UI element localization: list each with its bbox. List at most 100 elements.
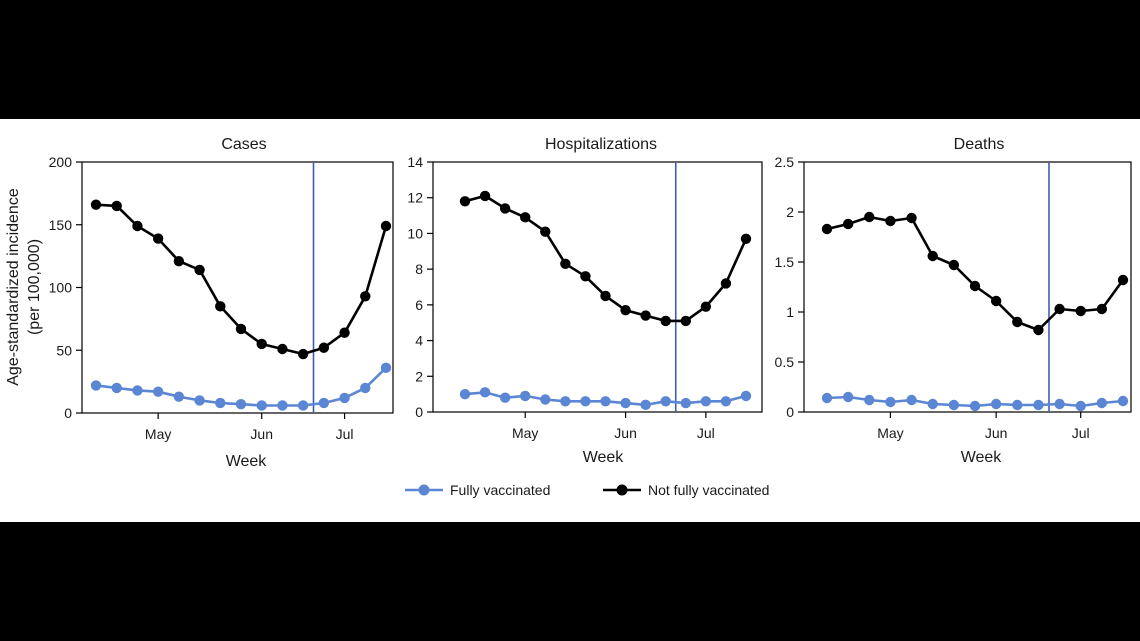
hospitalizations-not-fully-vaccinated-point [700,301,712,312]
legend-fully-vaccinated-marker [418,484,430,496]
hospitalizations-y-tick-label: 2 [415,368,423,384]
hospitalizations-x-axis-label: Week [583,449,625,466]
deaths-not-fully-vaccinated-point [1075,305,1086,317]
hospitalizations-y-tick-label: 12 [407,190,423,206]
cases-fully-vaccinated-point [132,385,143,396]
cases-fully-vaccinated-point [256,400,267,411]
deaths-x-tick-label: May [877,425,903,441]
cases-fully-vaccinated-point [318,397,330,409]
hospitalizations-title: Hospitalizations [545,136,657,153]
cases-plot-frame [81,161,394,414]
hospitalizations-not-fully-vaccinated-point [680,315,691,327]
cases-x-tick-label: Jun [250,426,273,442]
cases-fully-vaccinated-point [277,400,288,411]
cases-not-fully-vaccinated-point [132,220,143,232]
cases-x-tick-label: May [145,426,171,442]
deaths-y-tick-label: 0.5 [775,354,795,370]
cases-not-fully-vaccinated-point [194,264,205,276]
deaths-fully-vaccinated-point [969,400,981,412]
hospitalizations-y-tick-label: 8 [415,261,423,277]
deaths-fully-vaccinated-point [927,398,938,410]
cases-y-tick-label: 100 [49,280,73,296]
cases-title: Cases [221,136,266,153]
cases-not-fully-vaccinated-point [297,348,309,360]
hospitalizations-fully-vaccinated-point [499,392,511,403]
hospitalizations-fully-vaccinated-point [560,396,571,407]
deaths-fully-vaccinated-point [990,398,1002,410]
cases-not-fully-vaccinated-point [173,255,185,267]
deaths-fully-vaccinated-point [906,394,917,406]
cases-not-fully-vaccinated-point [318,342,330,353]
deaths-not-fully-vaccinated-point [990,295,1002,307]
hospitalizations-not-fully-vaccinated-point [640,310,651,321]
hospitalizations-not-fully-vaccinated-point [459,196,471,207]
deaths-title: Deaths [954,136,1005,153]
hospitalizations-not-fully-vaccinated-point [600,290,611,302]
cases-not-fully-vaccinated-point [152,233,164,244]
cases-not-fully-vaccinated-point [111,200,122,212]
legend-fully-vaccinated-label: Fully vaccinated [450,482,550,498]
cases-fully-vaccinated-point [360,382,371,394]
deaths-x-tick-label: Jun [985,425,1008,441]
cases-not-fully-vaccinated-point [235,323,247,335]
hospitalizations-x-tick-label: Jul [697,425,715,441]
hospitalizations-fully-vaccinated-point [520,390,531,402]
hospitalizations-not-fully-vaccinated-point [520,212,531,223]
cases-fully-vaccinated-point [297,400,309,411]
cases-fully-vaccinated-point [235,399,247,410]
deaths-fully-vaccinated-point [948,399,960,411]
cases-not-fully-vaccinated-point [339,327,350,338]
cases-y-tick-label: 150 [49,217,73,233]
cases-fully-vaccinated-point [152,386,164,397]
hospitalizations-not-fully-vaccinated-point [560,258,571,269]
deaths-fully-vaccinated-point [1117,395,1129,407]
hospitalizations-y-tick-label: 4 [415,333,423,349]
hospitalizations-fully-vaccinated-point [720,396,732,407]
deaths-x-tick-label: Jul [1072,425,1090,441]
cases-fully-vaccinated-point [339,392,350,404]
y-axis-label-line2: (per 100,000) [26,239,43,335]
cases-not-fully-vaccinated-point [277,343,288,355]
deaths-not-fully-vaccinated-point [948,259,960,271]
deaths-y-tick-label: 1 [786,304,794,320]
hospitalizations-y-tick-label: 14 [407,154,423,170]
cases-fully-vaccinated-point [194,395,205,406]
hospitalizations-x-tick-label: Jun [614,425,637,441]
cases-not-fully-vaccinated-point [215,301,226,312]
hospitalizations-fully-vaccinated-point [620,397,631,409]
deaths-fully-vaccinated-point [1033,399,1044,411]
cases-y-tick-label: 0 [64,405,72,421]
deaths-fully-vaccinated-point [1096,397,1108,409]
hospitalizations-not-fully-vaccinated-point [660,315,671,327]
legend-not-fully-vaccinated-label: Not fully vaccinated [648,482,769,498]
hospitalizations-fully-vaccinated-point [459,388,471,400]
cases-not-fully-vaccinated-point [90,199,102,210]
deaths-not-fully-vaccinated-point [1096,303,1108,315]
hospitalizations-fully-vaccinated-point [540,394,551,405]
hospitalizations-fully-vaccinated-point [700,396,712,407]
hospitalizations-not-fully-vaccinated-point [720,278,732,289]
hospitalizations-plot-frame [432,161,763,413]
cases-fully-vaccinated-point [90,380,102,391]
deaths-not-fully-vaccinated-point [1117,274,1129,286]
deaths-y-tick-label: 0 [786,404,794,420]
cases-y-tick-label: 200 [49,154,73,170]
hospitalizations-fully-vaccinated-point [580,396,591,407]
hospitalizations-fully-vaccinated-point [479,387,491,398]
cases-fully-vaccinated-point [380,362,392,374]
deaths-not-fully-vaccinated-point [885,215,896,227]
hospitalizations-fully-vaccinated-point [640,399,651,411]
deaths-fully-vaccinated-point [864,394,875,406]
deaths-fully-vaccinated-point [821,392,833,404]
hospitalizations-not-fully-vaccinated-point [740,233,752,244]
deaths-not-fully-vaccinated-point [1054,303,1065,315]
hospitalizations-fully-vaccinated-point [680,397,691,409]
cases-y-tick-label: 50 [56,342,72,358]
deaths-x-axis-label: Week [961,449,1003,466]
deaths-not-fully-vaccinated-point [906,212,917,224]
cases-fully-vaccinated-point [173,391,185,402]
y-axis-label-line1: Age-standardized incidence [5,188,22,386]
cases-fully-vaccinated-point [111,382,122,394]
deaths-not-fully-vaccinated-point [1033,324,1044,336]
cases-not-fully-vaccinated-point [360,291,371,302]
